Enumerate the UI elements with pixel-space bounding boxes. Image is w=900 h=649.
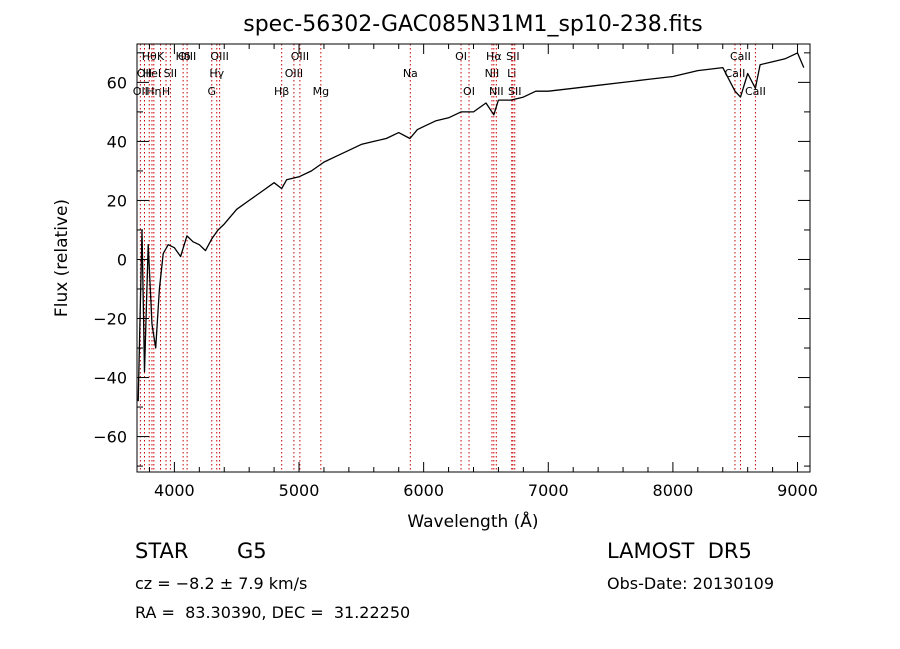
line-label-17: Na [403, 67, 418, 80]
survey-name: LAMOST DR5 [607, 539, 752, 563]
object-subclass: G5 [237, 539, 267, 563]
x-tick-label-4: 8000 [653, 481, 694, 500]
line-label-20: NII [485, 67, 500, 80]
line-label-25: SII [508, 85, 521, 98]
y-tick-label-0: −60 [93, 428, 127, 447]
line-label-12: OIII [210, 50, 228, 63]
line-label-9: OIII [178, 50, 196, 63]
plot-frame [136, 43, 811, 473]
observation-date: Obs-Date: 20130109 [607, 574, 775, 593]
sky-coordinates: RA = 83.30390, DEC = 31.22250 [135, 603, 411, 622]
line-label-4: Hη [146, 85, 161, 98]
line-label-5: K [157, 50, 165, 63]
line-label-16: Mg [313, 85, 329, 98]
line-label-11: Hγ [209, 67, 224, 80]
x-tick-label-2: 6000 [403, 481, 444, 500]
redshift-value: cz = −8.2 ± 7.9 km/s [135, 574, 308, 593]
line-label-18: OI [455, 50, 467, 63]
line-label-19: OI [463, 85, 475, 98]
x-tick-label-3: 7000 [528, 481, 569, 500]
y-tick-label-3: 0 [117, 250, 127, 269]
line-label-10: G [208, 85, 217, 98]
y-tick-label-6: 60 [107, 73, 127, 92]
line-label-14: OIII [285, 67, 303, 80]
spectral-line-markers: OIIOIIHθHeIHηKHSIIHδOIIIGHγOIIIHβOIIIOII… [133, 44, 766, 472]
y-tick-label-1: −40 [93, 369, 127, 388]
y-tick-label-4: 20 [107, 191, 127, 210]
line-label-15: OIII [291, 50, 309, 63]
line-label-7: SII [164, 67, 177, 80]
spectrum-series [137, 52, 805, 402]
x-tick-label-5: 9000 [777, 481, 818, 500]
axis-ticks: 4000 5000 6000 7000 8000 9000 −60 −40 −20 0 20 40 60 [93, 44, 818, 500]
line-label-3: HeI [143, 67, 161, 80]
spectrum-line [137, 52, 805, 402]
line-label-28: CaII [745, 85, 766, 98]
line-label-24: SII [506, 50, 519, 63]
x-tick-label-1: 5000 [279, 481, 320, 500]
x-axis-label: Wavelength (Å) [407, 510, 538, 532]
line-label-27: CaII [730, 50, 751, 63]
line-label-13: Hβ [274, 85, 289, 98]
y-axis-label: Flux (relative) [52, 199, 72, 317]
line-label-22: NII [489, 85, 504, 98]
line-label-21: Hα [486, 50, 502, 63]
x-tick-label-0: 4000 [154, 481, 195, 500]
line-label-2: Hθ [142, 50, 157, 63]
y-tick-label-5: 40 [107, 132, 127, 151]
object-class: STAR [135, 539, 189, 563]
line-label-6: H [162, 85, 170, 98]
y-tick-label-2: −20 [93, 310, 127, 329]
line-label-23: Li [507, 67, 516, 80]
line-label-1: OII [137, 67, 152, 80]
chart-title: spec-56302-GAC085N31M1_sp10-238.fits [243, 12, 703, 37]
